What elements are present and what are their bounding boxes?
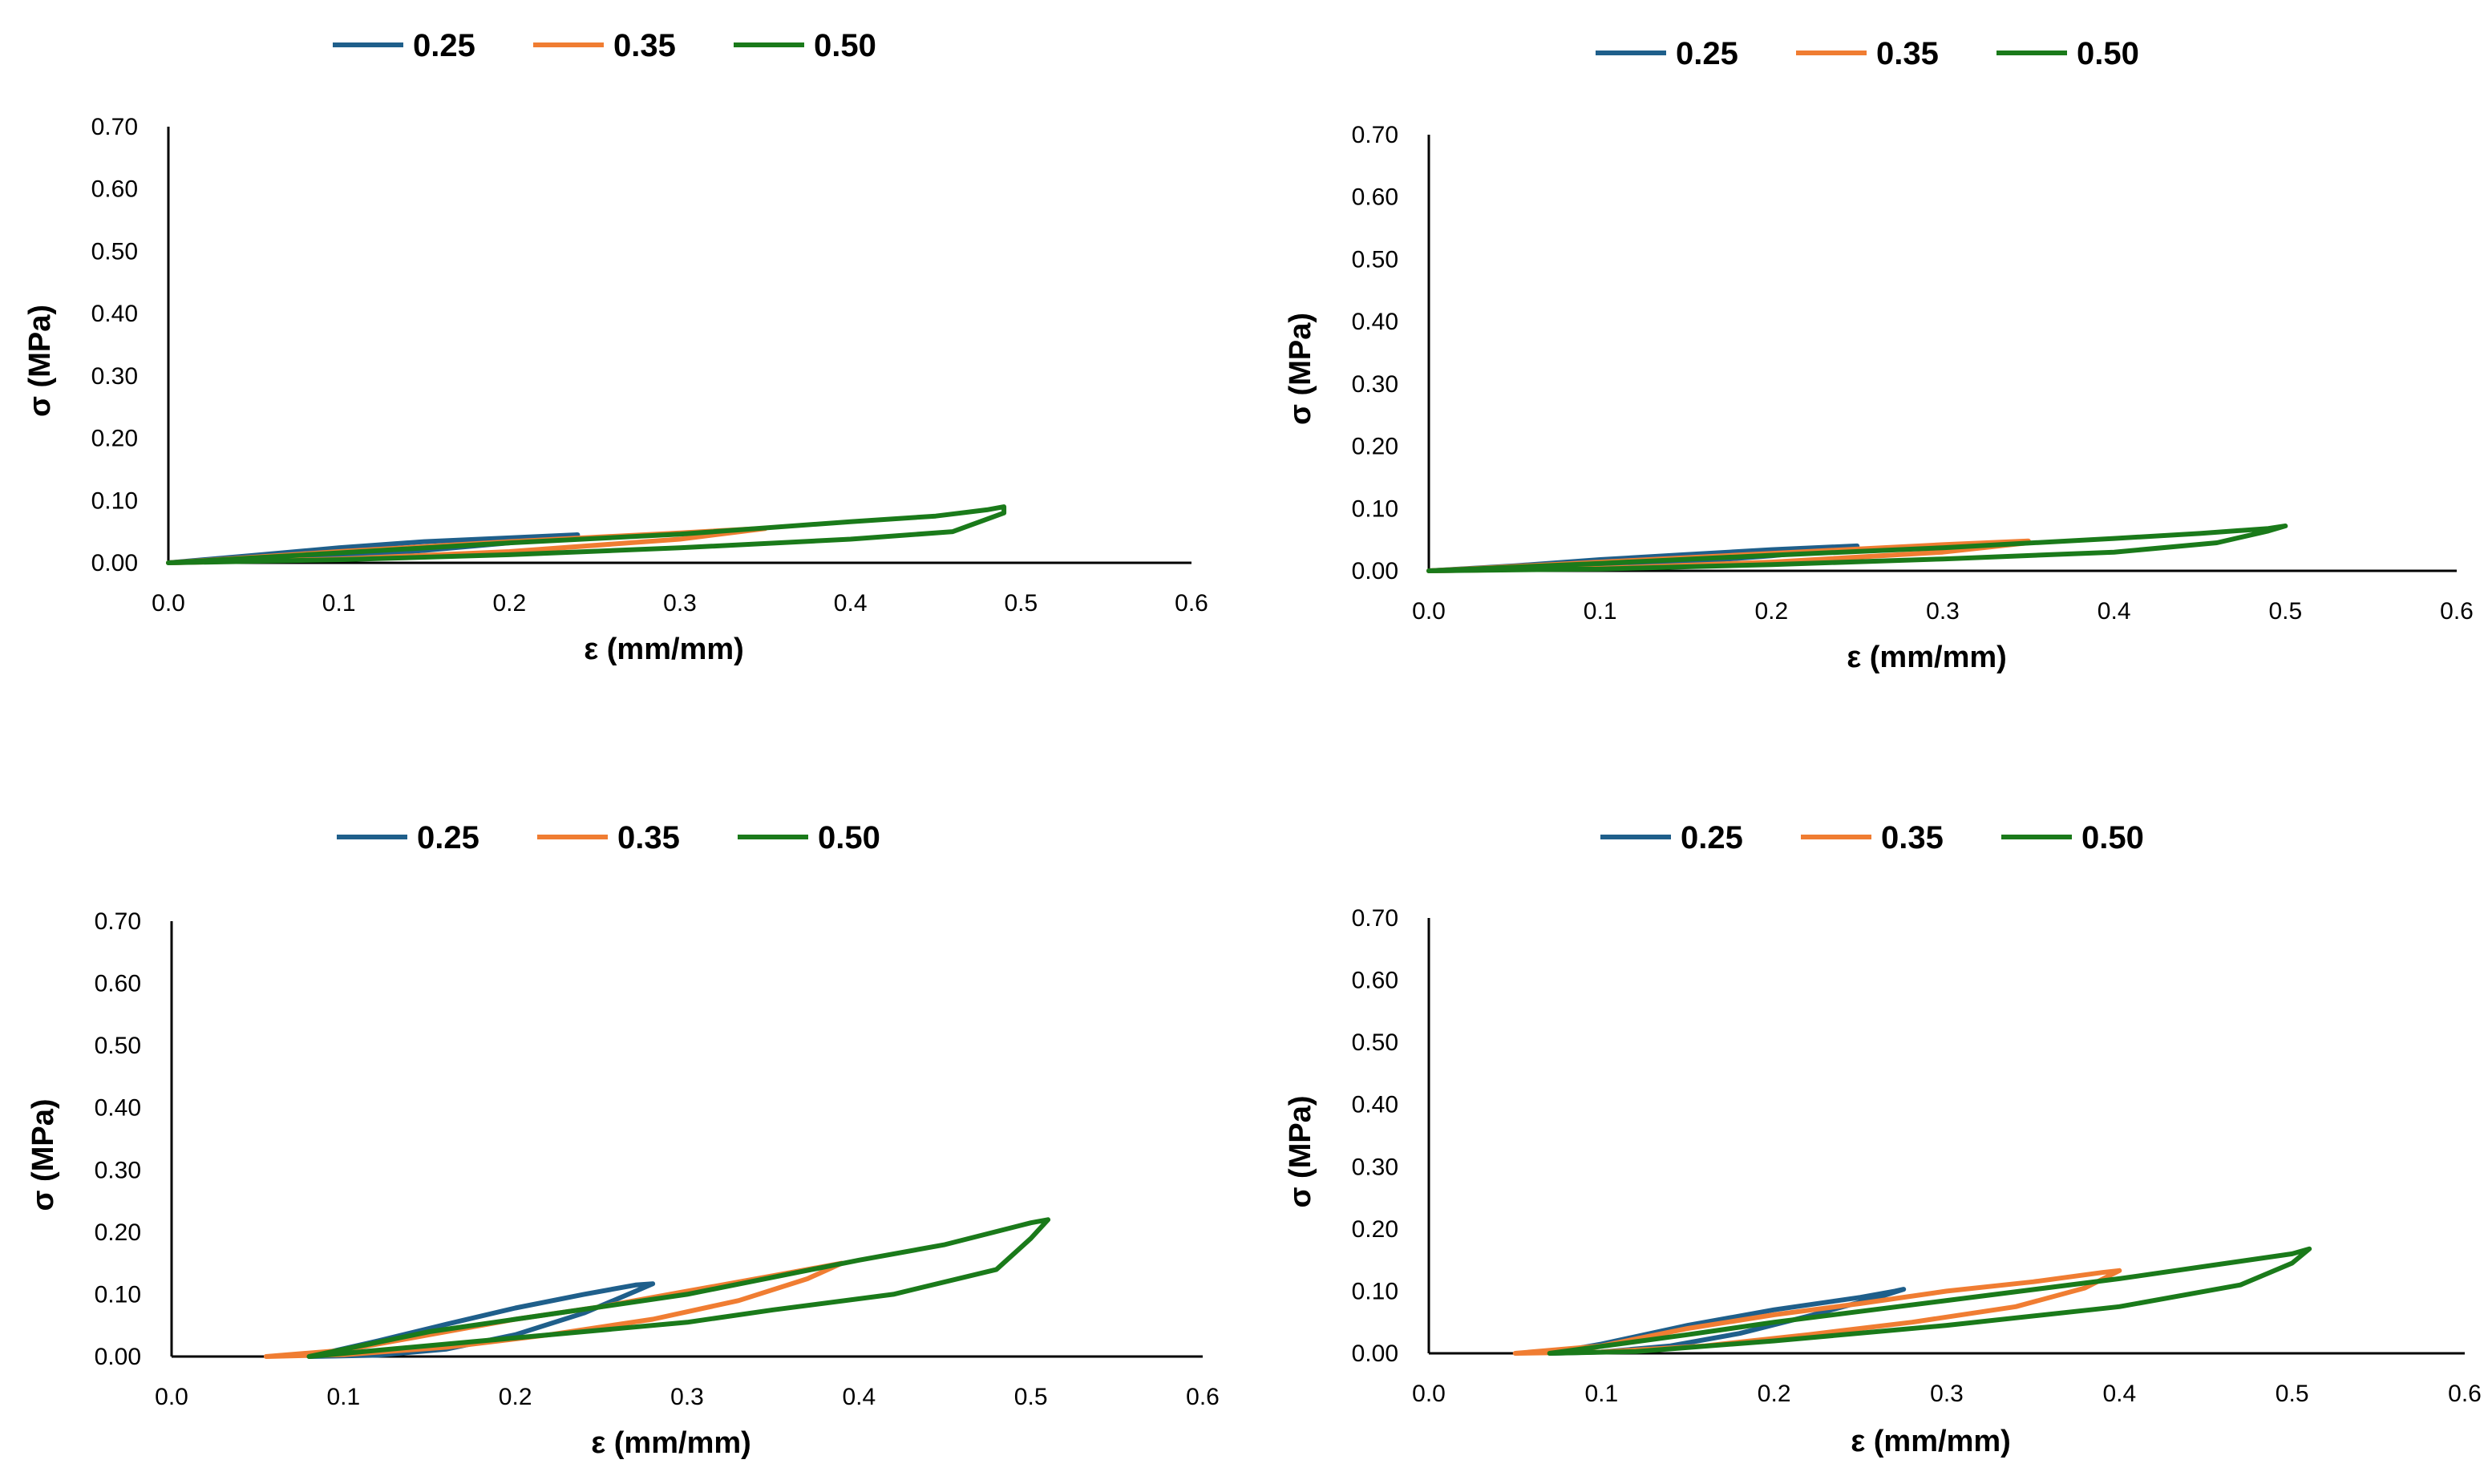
y-tick-label: 0.70	[91, 114, 138, 140]
y-tick-label: 0.00	[91, 550, 138, 576]
y-tick-label: 0.30	[1352, 1154, 1398, 1180]
legend: 0.25 0.35 0.50	[1600, 820, 2144, 855]
x-tick-label: 0.1	[326, 1384, 360, 1410]
x-tick-label: 0.4	[2098, 598, 2131, 625]
x-tick-label: 0.5	[1004, 590, 1038, 617]
legend-label: 0.50	[818, 820, 880, 855]
x-tick-label: 0.5	[2268, 598, 2302, 625]
y-tick-label: 0.40	[1352, 1092, 1398, 1118]
legend: 0.25 0.35 0.50	[333, 28, 876, 63]
y-tick-label: 0.20	[95, 1219, 141, 1246]
x-tick-label: 0.3	[1926, 598, 1960, 625]
x-tick-label: 0.0	[152, 590, 185, 617]
x-tick-label: 0.0	[155, 1384, 188, 1410]
y-tick-label: 0.00	[1352, 1340, 1398, 1367]
x-axis-label: ε (mm/mm)	[1847, 641, 2007, 674]
chart-panel-2: 0.00 0.10 0.20 0.30 0.40 0.50 0.60 0.70 0.0 0.1 0.…	[1284, 36, 2474, 674]
x-tick-label: 0.2	[1754, 598, 1788, 625]
x-axis-label: ε (mm/mm)	[1851, 1425, 2011, 1458]
legend-label: 0.35	[1876, 36, 1939, 71]
y-tick-label: 0.10	[91, 487, 138, 514]
legend-label: 0.50	[2081, 820, 2144, 855]
y-tick-label: 0.70	[1352, 905, 1398, 932]
y-tick-label: 0.00	[1352, 558, 1398, 584]
y-tick-label: 0.40	[91, 301, 138, 327]
y-axis-label: σ (MPa)	[1284, 1096, 1317, 1208]
legend-label: 0.35	[617, 820, 680, 855]
y-tick-label: 0.60	[95, 971, 141, 997]
y-tick-label: 0.30	[1352, 371, 1398, 398]
legend: 0.25 0.35 0.50	[337, 820, 880, 855]
x-axis-label: ε (mm/mm)	[584, 633, 744, 666]
x-tick-label: 0.3	[670, 1384, 704, 1410]
y-tick-label: 0.20	[1352, 1216, 1398, 1243]
chart-panel-3: 0.00 0.10 0.20 0.30 0.40 0.50 0.60 0.70 0.0 0.1 0.…	[26, 820, 1220, 1460]
y-tick-label: 0.20	[1352, 434, 1398, 460]
y-axis-label: σ (MPa)	[1284, 313, 1317, 425]
y-tick-label: 0.10	[95, 1281, 141, 1308]
x-tick-label: 0.1	[1584, 598, 1617, 625]
x-tick-label: 0.6	[2448, 1381, 2482, 1407]
x-tick-label: 0.1	[1584, 1381, 1618, 1407]
series-line-0.50	[306, 1217, 1051, 1359]
x-tick-label: 0.4	[834, 590, 868, 617]
x-tick-label: 0.0	[1412, 1381, 1446, 1407]
legend-label: 0.35	[1881, 820, 1944, 855]
x-tick-label: 0.4	[842, 1384, 876, 1410]
y-tick-label: 0.40	[95, 1095, 141, 1122]
series-line-0.50	[1547, 1246, 2312, 1356]
y-tick-label: 0.60	[1352, 968, 1398, 994]
y-tick-label: 0.30	[91, 363, 138, 390]
x-tick-label: 0.2	[492, 590, 526, 617]
legend-label: 0.25	[417, 820, 479, 855]
y-tick-label: 0.00	[95, 1344, 141, 1370]
y-tick-label: 0.50	[1352, 1029, 1398, 1056]
legend-label: 0.25	[1676, 36, 1738, 71]
y-tick-label: 0.10	[1352, 1278, 1398, 1304]
y-tick-label: 0.40	[1352, 309, 1398, 335]
y-tick-label: 0.30	[95, 1157, 141, 1183]
y-tick-label: 0.60	[91, 176, 138, 203]
x-tick-label: 0.2	[1758, 1381, 1791, 1407]
y-axis-label: σ (MPa)	[26, 1099, 60, 1211]
y-axis-label: σ (MPa)	[23, 305, 57, 417]
x-tick-label: 0.2	[499, 1384, 532, 1410]
y-tick-label: 0.50	[95, 1033, 141, 1059]
legend-label: 0.35	[613, 28, 676, 63]
legend-label: 0.50	[814, 28, 876, 63]
legend: 0.25 0.35 0.50	[1596, 36, 2139, 71]
x-axis-label: ε (mm/mm)	[591, 1426, 751, 1460]
y-tick-label: 0.70	[1352, 122, 1398, 148]
y-tick-label: 0.50	[91, 238, 138, 265]
x-tick-label: 0.6	[1175, 590, 1208, 617]
series-line-0.35	[263, 1260, 844, 1359]
y-tick-label: 0.10	[1352, 495, 1398, 522]
x-tick-label: 0.3	[1930, 1381, 1964, 1407]
x-tick-label: 0.5	[1014, 1384, 1048, 1410]
y-tick-label: 0.20	[91, 426, 138, 452]
x-tick-label: 0.4	[2102, 1381, 2136, 1407]
y-tick-label: 0.60	[1352, 184, 1398, 211]
series-line-0.50	[1426, 524, 2288, 573]
legend-label: 0.25	[413, 28, 475, 63]
y-tick-label: 0.70	[95, 908, 141, 935]
x-tick-label: 0.6	[2440, 598, 2474, 625]
y-tick-label: 0.50	[1352, 246, 1398, 273]
chart-panel-4: 0.00 0.10 0.20 0.30 0.40 0.50 0.60 0.70 0.0 0.1 0.…	[1284, 820, 2482, 1458]
chart-panel-1: 0.00 0.10 0.20 0.30 0.40 0.50 0.60 0.70 0.0 0.1 0.…	[23, 28, 1208, 666]
x-tick-label: 0.0	[1412, 598, 1446, 625]
x-tick-label: 0.5	[2276, 1381, 2309, 1407]
series-line-0.50	[166, 504, 1007, 565]
legend-label: 0.50	[2077, 36, 2139, 71]
x-tick-label: 0.1	[322, 590, 356, 617]
x-tick-label: 0.6	[1186, 1384, 1220, 1410]
x-tick-label: 0.3	[663, 590, 697, 617]
legend-label: 0.25	[1681, 820, 1743, 855]
